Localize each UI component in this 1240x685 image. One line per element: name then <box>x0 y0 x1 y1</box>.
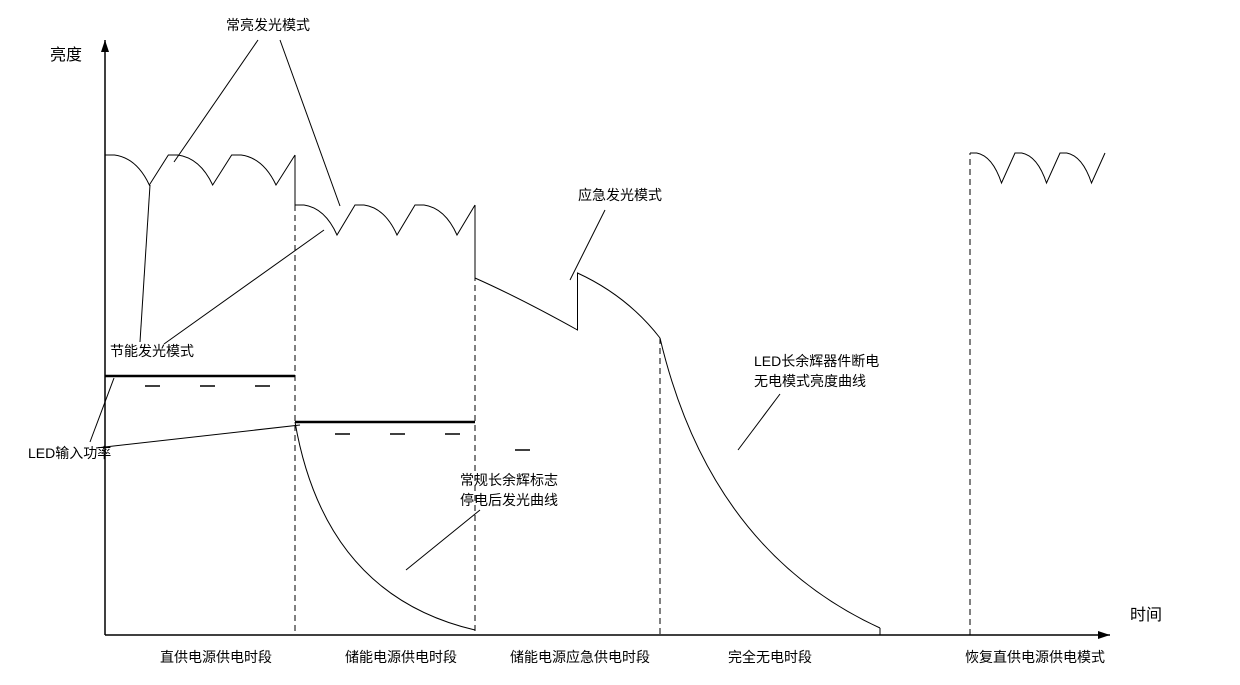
y-axis-label: 亮度 <box>50 46 82 64</box>
brightness-time-chart: 亮度时间直供电源供电时段 储能电源供电时段 储能电源应急供电时段 完全无电时段 恢复直供… <box>10 10 1230 675</box>
phase1-brightness-curve <box>105 155 295 185</box>
label-conventional-afterglow-2: 停电后发光曲线 <box>460 492 558 508</box>
phase-label-restore_power: 恢复直供电源供电模式 <box>965 649 1105 665</box>
label-emergency-mode: 应急发光模式 <box>578 187 662 203</box>
emergency-brightness-curve <box>475 273 660 338</box>
phase-label-emergency_power: 储能电源应急供电时段 <box>510 649 650 665</box>
phase-label-storage_power: 储能电源供电时段 <box>345 649 457 665</box>
phase-label-no_power: 完全无电时段 <box>728 649 812 665</box>
phase2-brightness-curve <box>295 205 475 235</box>
restore-brightness-curve <box>970 153 1105 183</box>
label-always-on: 常亮发光模式 <box>226 17 310 33</box>
label-energy-saving: 节能发光模式 <box>110 343 194 359</box>
conventional-afterglow-curve <box>295 422 475 630</box>
label-conventional-afterglow-1: 常规长余辉标志 <box>460 472 558 488</box>
label-led-afterglow-2: 无电模式亮度曲线 <box>754 373 866 389</box>
x-axis-label: 时间 <box>1130 606 1162 624</box>
label-led-afterglow-1: LED长余辉器件断电 <box>754 353 879 369</box>
chart-svg: 亮度时间直供电源供电时段 储能电源供电时段 储能电源应急供电时段 完全无电时段 恢复直供… <box>10 10 1230 675</box>
phase-label-direct_power: 直供电源供电时段 <box>160 649 272 665</box>
